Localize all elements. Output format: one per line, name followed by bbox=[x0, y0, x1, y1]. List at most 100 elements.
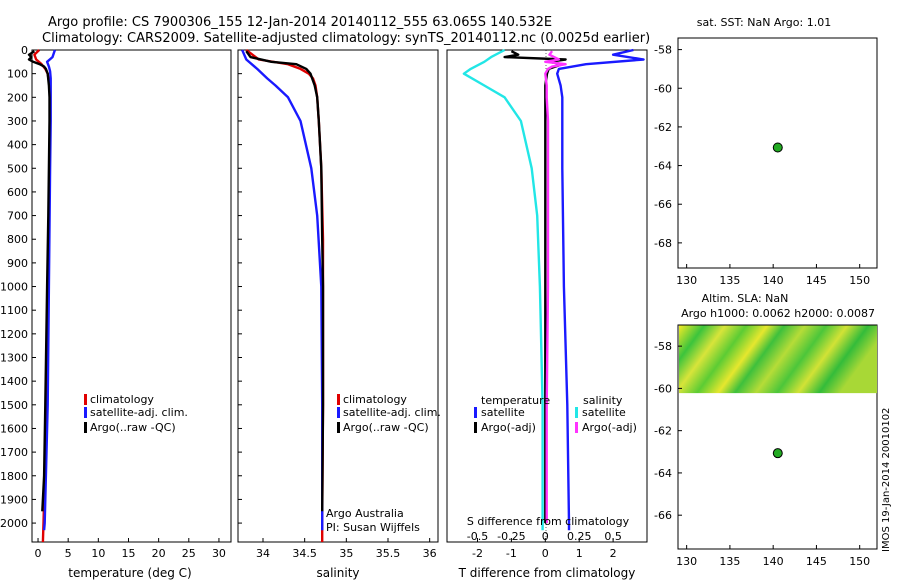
depth-tick-label: 900 bbox=[7, 257, 28, 270]
difference-xlabel: T difference from climatology bbox=[458, 566, 636, 580]
temperature-axes-frame bbox=[31, 49, 232, 543]
sst-map-markers bbox=[772, 142, 783, 153]
series-line-argo-raw-qc- bbox=[245, 50, 325, 512]
salinity-x-ticks: 34 34.5 35 35.5 36 bbox=[256, 538, 437, 560]
depth-tick-label: 1200 bbox=[0, 328, 28, 341]
lat-tick-label: -64 bbox=[654, 160, 672, 173]
difference-x-ticks: -2 -1 0 1 2 bbox=[472, 538, 617, 560]
lat-tick-label: -58 bbox=[654, 340, 672, 353]
depth-tick-label: 1600 bbox=[0, 422, 28, 435]
temperature-xlabel: temperature (deg C) bbox=[68, 566, 191, 580]
depth-tick-label: 1700 bbox=[0, 446, 28, 459]
series-line-climatology bbox=[245, 49, 325, 542]
lon-tick-label: 140 bbox=[763, 274, 784, 287]
series-line-satellite-adj-clim- bbox=[42, 49, 57, 531]
legend-swatch-argo bbox=[337, 422, 340, 433]
secondary-x-tick-label: -0.25 bbox=[497, 530, 525, 543]
sla-map-lat-ticks: -58 -60 -62 -64 -66 bbox=[654, 340, 682, 522]
header-line2: Climatology: CARS2009. Satellite-adjuste… bbox=[42, 31, 650, 46]
lon-tick-label: 140 bbox=[763, 555, 784, 568]
temperature-series bbox=[27, 49, 57, 543]
sla-map-frame bbox=[677, 324, 878, 550]
legend-swatch-climatology bbox=[84, 394, 87, 405]
sst-map-lat-ticks: -58 -60 -62 -64 -66 -68 bbox=[654, 44, 682, 250]
depth-tick-label: 1900 bbox=[0, 493, 28, 506]
sla-map-title2: Argo h1000: 0.0062 h2000: 0.0087 bbox=[681, 307, 875, 320]
x-tick-label: -2 bbox=[472, 547, 483, 560]
sst-map-lon-ticks: 130 135 140 145 150 bbox=[676, 264, 870, 287]
depth-tick-label: 200 bbox=[7, 91, 28, 104]
depth-tick-label: 1000 bbox=[0, 281, 28, 294]
lon-tick-label: 130 bbox=[676, 555, 697, 568]
series-line-temperature-argo-adj- bbox=[503, 50, 567, 524]
depth-tick-label: 0 bbox=[21, 44, 28, 57]
difference-series bbox=[462, 48, 645, 531]
legend-label-satellite: satellite-adj. clim. bbox=[343, 406, 441, 419]
x-tick-label: 34 bbox=[256, 547, 270, 560]
depth-tick-label: 100 bbox=[7, 68, 28, 81]
difference-secondary-x-ticks: -0.5 -0.25 0 0.25 0.5 bbox=[467, 530, 622, 543]
legend-swatch-climatology bbox=[337, 394, 340, 405]
x-tick-label: 5 bbox=[65, 547, 72, 560]
sst-map-frame bbox=[677, 37, 878, 269]
legend-label-climatology: climatology bbox=[90, 393, 154, 406]
x-tick-label: 35 bbox=[339, 547, 353, 560]
lon-tick-label: 150 bbox=[849, 274, 870, 287]
lat-tick-label: -60 bbox=[654, 382, 672, 395]
legend-label-argo: Argo(..raw -QC) bbox=[343, 421, 429, 434]
x-tick-label: 30 bbox=[212, 547, 226, 560]
legend-label-satellite: satellite-adj. clim. bbox=[90, 406, 188, 419]
sla-map-lon-ticks: 130 135 140 145 150 bbox=[676, 545, 870, 568]
legend-label-temp-argo: Argo(-adj) bbox=[481, 421, 536, 434]
legend-label-sal-satellite: satellite bbox=[582, 406, 626, 419]
depth-tick-label: 600 bbox=[7, 186, 28, 199]
secondary-x-tick-label: 0.5 bbox=[604, 530, 622, 543]
header-line1: Argo profile: CS 7900306_155 12-Jan-2014… bbox=[48, 15, 552, 30]
x-tick-label: 35.5 bbox=[376, 547, 401, 560]
legend-label-climatology: climatology bbox=[343, 393, 407, 406]
legend-swatch-satellite bbox=[84, 407, 87, 418]
salinity-annotation-org: Argo Australia bbox=[326, 507, 404, 520]
lat-tick-label: -64 bbox=[654, 467, 672, 480]
series-line-temperature-satellite bbox=[556, 48, 645, 531]
lat-tick-label: -66 bbox=[654, 198, 672, 211]
x-tick-label: 0 bbox=[35, 547, 42, 560]
secondary-x-tick-label: -0.5 bbox=[467, 530, 488, 543]
temperature-legend: climatology satellite-adj. clim. Argo(..… bbox=[84, 393, 188, 434]
lat-tick-label: -62 bbox=[654, 425, 672, 438]
x-tick-label: 36 bbox=[423, 547, 437, 560]
sla-map-title1: Altim. SLA: NaN bbox=[702, 292, 789, 305]
depth-tick-label: 1300 bbox=[0, 352, 28, 365]
difference-legend: temperature satellite Argo(-adj) salinit… bbox=[474, 394, 637, 434]
lat-tick-label: -66 bbox=[654, 509, 672, 522]
series-line-salinity-satellite bbox=[462, 48, 544, 531]
lon-tick-label: 135 bbox=[719, 274, 740, 287]
x-tick-label: -1 bbox=[506, 547, 517, 560]
legend-swatch-sal-satellite bbox=[575, 407, 578, 418]
lon-tick-label: 130 bbox=[676, 274, 697, 287]
x-tick-label: 10 bbox=[91, 547, 105, 560]
salinity-series bbox=[241, 49, 325, 542]
legend-swatch-temp-satellite bbox=[474, 407, 477, 418]
sla-map-markers bbox=[772, 448, 783, 459]
salinity-panel: 34 34.5 35 35.5 36 salinity climatology sate… bbox=[237, 49, 441, 580]
series-line-salinity-argo-adj- bbox=[544, 50, 567, 524]
sst-map-title: sat. SST: NaN Argo: 1.01 bbox=[697, 16, 831, 29]
argo-location-marker bbox=[772, 448, 783, 459]
lon-tick-label: 135 bbox=[719, 555, 740, 568]
x-tick-label: 20 bbox=[152, 547, 166, 560]
secondary-x-tick-label: 0.25 bbox=[567, 530, 592, 543]
sla-heatmap-field bbox=[679, 325, 877, 394]
legend-group-temperature: temperature bbox=[481, 394, 550, 407]
salinity-legend: climatology satellite-adj. clim. Argo(..… bbox=[337, 393, 441, 434]
legend-swatch-sal-argo bbox=[575, 422, 578, 433]
legend-swatch-argo bbox=[84, 422, 87, 433]
depth-tick-label: 500 bbox=[7, 162, 28, 175]
lon-tick-label: 145 bbox=[806, 555, 827, 568]
salinity-annotation-pi: PI: Susan Wijffels bbox=[326, 521, 420, 534]
salinity-axes-frame bbox=[237, 49, 439, 543]
legend-swatch-temp-argo bbox=[474, 422, 477, 433]
legend-label-sal-argo: Argo(-adj) bbox=[582, 421, 637, 434]
x-tick-label: 34.5 bbox=[292, 547, 317, 560]
legend-group-salinity: salinity bbox=[583, 394, 623, 407]
